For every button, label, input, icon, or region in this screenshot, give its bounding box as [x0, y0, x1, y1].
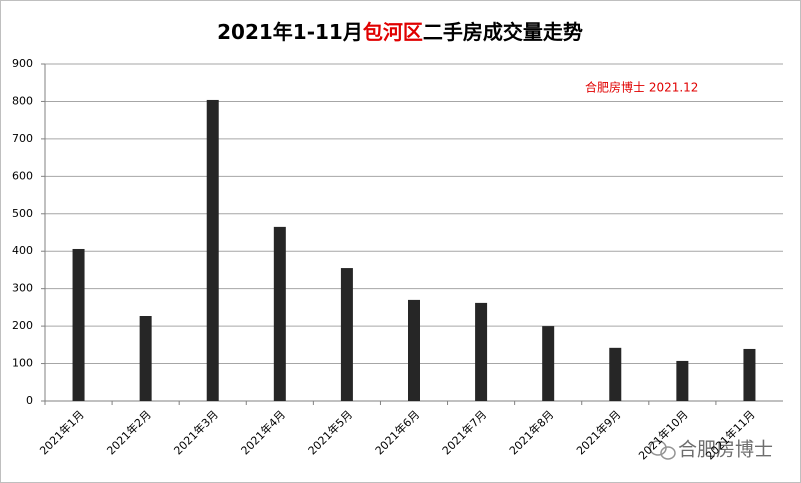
title-part: 2021年1-11月: [217, 20, 363, 44]
bar: [72, 248, 85, 401]
bar: [139, 316, 152, 401]
title-part: 包河区: [363, 20, 423, 44]
bar: [542, 326, 555, 401]
bar: [609, 347, 622, 401]
y-tick-label: 500: [12, 207, 33, 220]
bar: [408, 299, 420, 401]
y-tick-label: 900: [12, 57, 33, 70]
y-tick-label: 400: [12, 244, 33, 257]
bar: [475, 302, 488, 401]
y-tick-label: 700: [12, 132, 33, 145]
title-part: 二手房成交量走势: [423, 20, 583, 44]
chart-title: 2021年1-11月包河区二手房成交量走势: [217, 20, 583, 44]
bar: [206, 99, 219, 402]
y-tick-label: 200: [12, 319, 33, 332]
y-tick-label: 100: [12, 357, 33, 370]
bar: [676, 360, 689, 401]
bar: [743, 348, 756, 401]
annotation: 合肥房博士 2021.12: [585, 80, 698, 95]
y-tick-label: 300: [12, 282, 33, 295]
y-tick-label: 800: [12, 94, 33, 107]
watermark: 合肥房博士: [678, 439, 773, 461]
y-tick-label: 600: [12, 169, 33, 182]
bar: [273, 226, 286, 401]
bar: [340, 268, 353, 401]
y-tick-label: 0: [26, 394, 33, 407]
watermark-icon: [649, 440, 676, 460]
